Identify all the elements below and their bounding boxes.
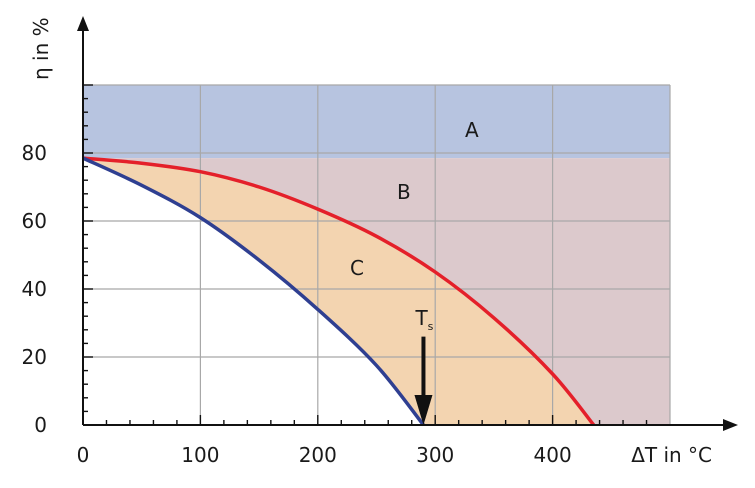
y-tick-label: 0: [34, 413, 47, 437]
y-tick-label: 20: [22, 345, 47, 369]
region-a: [83, 85, 670, 159]
series-line-blue: [82, 156, 425, 427]
x-tick-label: 200: [299, 443, 337, 467]
x-axis-arrow-icon: [723, 419, 738, 431]
x-tick-label: 300: [416, 443, 454, 467]
region-label-c: C: [350, 256, 364, 280]
x-tick-label: 0: [77, 443, 90, 467]
x-axis-label: ΔT in °C: [631, 443, 712, 467]
y-tick-label: 80: [22, 141, 47, 165]
x-tick-label: 100: [181, 443, 219, 467]
y-axis-label: η in %: [29, 17, 53, 80]
y-tick-label: 60: [22, 209, 47, 233]
region-label-b: B: [397, 180, 411, 204]
ts-arrow-head-icon: [414, 395, 433, 425]
region-c: [83, 158, 594, 425]
region-b: [83, 158, 670, 425]
y-axis-arrow-icon: [77, 16, 89, 31]
region-label-a: A: [465, 118, 479, 142]
x-tick-label: 400: [534, 443, 572, 467]
y-tick-label: 40: [22, 277, 47, 301]
series-line-red: [82, 156, 596, 427]
ts-subscript: s: [428, 320, 434, 333]
